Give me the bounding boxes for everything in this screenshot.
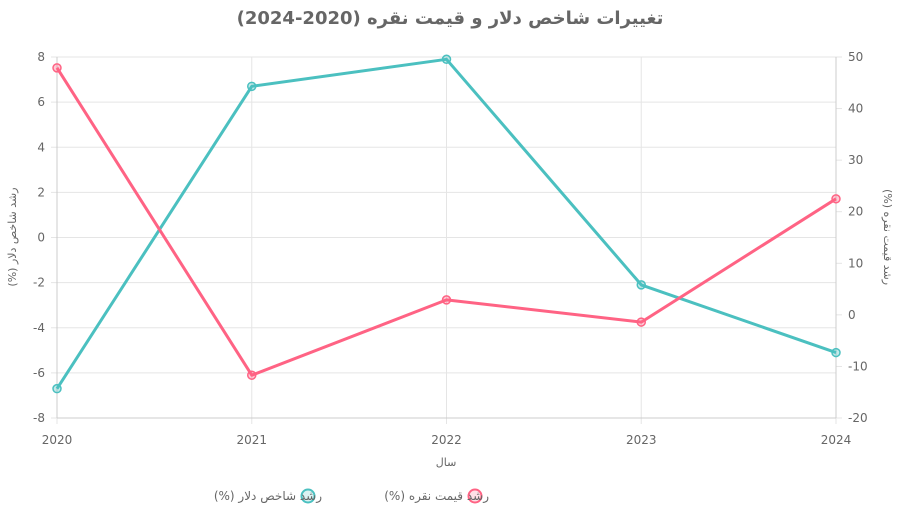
left-tick-label: 8 (37, 50, 45, 64)
x-axis-ticks: 2020 2021 2022 2023 2024 (42, 433, 852, 447)
legend-swatch-dollar (300, 488, 316, 504)
data-point[interactable] (52, 63, 62, 73)
left-tick-label: -2 (33, 276, 45, 290)
right-tick-label: 10 (848, 256, 863, 270)
data-point[interactable] (52, 383, 62, 394)
series-line-0 (55, 57, 837, 390)
legend-item-silver[interactable]: رشد قیمت نقره (%) (384, 488, 489, 504)
legend: رشد شاخص دلار (%) رشد قیمت نقره (%) (214, 488, 489, 504)
series-line-1 (55, 66, 837, 377)
legend-label-dollar: رشد شاخص دلار (%) (214, 489, 322, 504)
data-point[interactable] (636, 280, 646, 290)
data-point[interactable] (441, 295, 452, 305)
right-tick-label: 40 (848, 102, 863, 116)
legend-label-silver: رشد قیمت نقره (%) (384, 489, 489, 504)
data-point[interactable] (247, 81, 257, 92)
legend-swatch-silver (467, 488, 483, 504)
left-tick-label: -4 (33, 321, 45, 335)
left-axis-title: رشد شاخص دلار (%) (6, 187, 19, 286)
right-tick-label: -20 (848, 411, 868, 425)
data-point[interactable] (831, 347, 841, 358)
right-tick-label: -10 (848, 359, 868, 373)
right-tick-label: 50 (848, 50, 863, 64)
data-point[interactable] (831, 194, 841, 204)
left-tick-label: -8 (33, 411, 45, 425)
x-tick-label: 2024 (821, 433, 852, 447)
x-tick-label: 2023 (626, 433, 657, 447)
series-layer (52, 54, 841, 394)
left-axis-ticks: 8 6 4 2 0 -2 -4 -6 -8 (33, 50, 45, 425)
left-tick-label: 4 (37, 140, 45, 154)
right-tick-label: 0 (848, 308, 856, 322)
x-axis-title: سال (436, 456, 457, 469)
grid (51, 56, 842, 424)
left-tick-label: -6 (33, 366, 45, 380)
left-tick-label: 0 (37, 231, 45, 245)
right-tick-label: 20 (848, 205, 863, 219)
x-tick-label: 2020 (42, 433, 73, 447)
data-point[interactable] (247, 370, 257, 380)
x-tick-label: 2022 (431, 433, 462, 447)
data-point[interactable] (441, 54, 452, 65)
legend-item-dollar[interactable]: رشد شاخص دلار (%) (214, 488, 322, 504)
left-tick-label: 6 (37, 95, 45, 109)
right-axis-ticks: 50 40 30 20 10 0 -10 -20 (848, 50, 868, 425)
chart-title: تغییرات شاخص دلار و قیمت نقره (2020-2024… (237, 8, 664, 29)
right-tick-label: 30 (848, 153, 863, 167)
left-tick-label: 2 (37, 185, 45, 199)
data-point[interactable] (636, 317, 646, 327)
right-axis-title: رشد قیمت نقره (%) (881, 189, 894, 285)
x-tick-label: 2021 (236, 433, 267, 447)
